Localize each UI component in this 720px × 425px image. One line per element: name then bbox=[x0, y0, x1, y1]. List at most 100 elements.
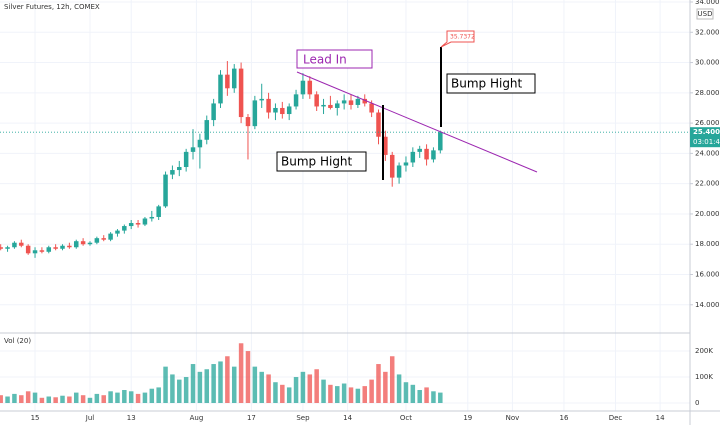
candle-body bbox=[12, 242, 17, 248]
candle-body bbox=[307, 80, 313, 95]
candle-body bbox=[389, 154, 395, 178]
candle-body bbox=[348, 100, 354, 105]
volume-bar bbox=[383, 371, 388, 403]
volume-bar bbox=[293, 377, 299, 403]
candle-body bbox=[32, 250, 38, 254]
candle-body bbox=[231, 68, 237, 89]
x-tick-label: Sep bbox=[296, 414, 310, 422]
annotation: Lead In bbox=[303, 53, 347, 67]
candle-body bbox=[142, 218, 148, 225]
candle-body bbox=[266, 98, 271, 113]
candle-body bbox=[280, 107, 285, 115]
candle-body bbox=[60, 245, 65, 249]
volume-bar bbox=[355, 388, 361, 403]
volume-bar bbox=[225, 356, 230, 403]
volume-bar bbox=[335, 386, 340, 403]
volume-bar bbox=[280, 384, 285, 403]
candle-body bbox=[73, 241, 79, 248]
vol-tick-label: 200K bbox=[695, 347, 713, 355]
candle-body bbox=[300, 80, 306, 95]
volume-bar bbox=[32, 392, 38, 403]
volume-bar bbox=[135, 393, 141, 403]
bump-box bbox=[276, 151, 367, 172]
volume-bar bbox=[369, 379, 374, 403]
volume-bar bbox=[431, 391, 436, 403]
volume-bar bbox=[183, 377, 189, 403]
candle-body bbox=[190, 147, 196, 152]
candle-body bbox=[197, 139, 203, 148]
candle-body bbox=[424, 148, 429, 160]
candle-body bbox=[94, 238, 100, 243]
volume-bar bbox=[5, 396, 10, 403]
candle-body bbox=[156, 206, 161, 217]
volume-bar bbox=[396, 374, 402, 403]
candle-body bbox=[67, 245, 72, 248]
vol-tick-label: 0 bbox=[695, 399, 699, 407]
candle-body bbox=[245, 117, 251, 127]
candle-body bbox=[211, 103, 216, 121]
volume-bar bbox=[190, 364, 196, 403]
volume-bar bbox=[231, 366, 237, 403]
volume-bar bbox=[53, 397, 58, 403]
volume-bar bbox=[60, 395, 65, 403]
volume-bar bbox=[341, 383, 347, 403]
currency-box bbox=[696, 8, 714, 20]
volume-bar bbox=[122, 390, 127, 403]
volume-bar bbox=[266, 374, 271, 403]
volume-bar bbox=[252, 366, 258, 403]
volume-bar bbox=[362, 386, 367, 403]
volume-bar bbox=[417, 390, 422, 403]
x-tick-label: Aug bbox=[190, 414, 204, 422]
candle-body bbox=[252, 100, 258, 127]
x-tick-label: Jul bbox=[85, 414, 95, 422]
candle-body bbox=[238, 68, 244, 118]
volume-bar bbox=[273, 382, 278, 403]
chart-title: Silver Futures, 12h, COMEX bbox=[4, 3, 100, 11]
lead-in-box bbox=[296, 49, 373, 69]
volume-bar bbox=[128, 391, 134, 403]
candle-body bbox=[108, 233, 113, 240]
candle-body bbox=[135, 223, 141, 225]
candle-body bbox=[410, 151, 416, 163]
candle-body bbox=[25, 245, 31, 254]
candle-body bbox=[170, 170, 175, 175]
volume-bar bbox=[87, 397, 93, 403]
candle-body bbox=[321, 104, 326, 107]
annotation: Bump Hight bbox=[451, 77, 523, 91]
volume-bar bbox=[238, 343, 244, 403]
candle-body bbox=[218, 74, 223, 104]
candle-body bbox=[80, 241, 86, 245]
bump-box bbox=[446, 73, 536, 94]
candle-body bbox=[376, 112, 381, 137]
x-tick-label: Oct bbox=[400, 414, 412, 422]
volume-bar bbox=[424, 387, 429, 403]
candle-body bbox=[19, 242, 24, 246]
candle-body bbox=[383, 136, 388, 155]
candle-body bbox=[417, 148, 422, 152]
volume-bar bbox=[245, 351, 251, 403]
volume-bar bbox=[438, 392, 443, 403]
volume-bar bbox=[156, 387, 161, 403]
volume-title: Vol (20) bbox=[4, 337, 31, 345]
volume-bar bbox=[376, 364, 381, 403]
candle-body bbox=[403, 162, 409, 166]
volume-bar bbox=[204, 369, 210, 403]
volume-bar bbox=[142, 392, 148, 403]
candle-body bbox=[431, 150, 436, 160]
volume-bar bbox=[0, 395, 3, 403]
candle-body bbox=[225, 74, 230, 89]
candle-body bbox=[362, 98, 367, 104]
marks bbox=[0, 61, 690, 403]
candle-body bbox=[369, 103, 374, 113]
callout bbox=[440, 30, 475, 48]
candle-body bbox=[273, 107, 278, 113]
volume-bar bbox=[39, 397, 45, 403]
candle-body bbox=[177, 167, 182, 171]
volume-bar bbox=[19, 395, 24, 403]
volume-bar bbox=[218, 361, 223, 403]
